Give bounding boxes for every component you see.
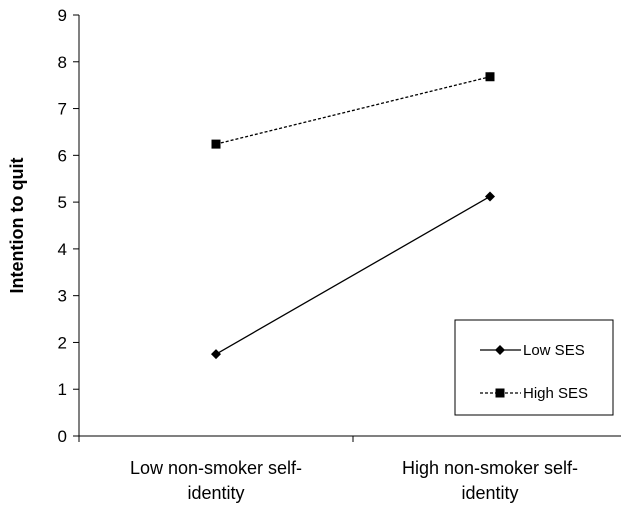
x-category-label: High non-smoker self-identity bbox=[402, 458, 578, 503]
data-point bbox=[211, 139, 221, 149]
y-tick-label: 8 bbox=[58, 53, 67, 72]
x-category-label: Low non-smoker self-identity bbox=[130, 458, 302, 503]
y-tick-label: 3 bbox=[58, 287, 67, 306]
legend-label: High SES bbox=[523, 385, 588, 402]
y-axis: 0 1 2 3 4 5 6 7 8 9 bbox=[58, 6, 80, 446]
series-line bbox=[215, 195, 491, 355]
series-layer bbox=[211, 72, 495, 360]
y-tick-label: 7 bbox=[58, 100, 67, 119]
series-line bbox=[215, 76, 491, 145]
legend-marker bbox=[495, 388, 505, 398]
y-axis-title: Intention to quit bbox=[7, 158, 27, 294]
legend: Low SES High SES bbox=[454, 319, 614, 416]
series-high-ses bbox=[211, 72, 495, 149]
data-point bbox=[211, 349, 221, 360]
y-tick-label: 4 bbox=[58, 240, 67, 259]
data-point bbox=[485, 72, 495, 82]
y-tick-label: 6 bbox=[58, 146, 67, 165]
x-axis: Low non-smoker self-identity High non-smo… bbox=[78, 435, 621, 503]
y-tick-label: 0 bbox=[58, 427, 67, 446]
legend-item: High SES bbox=[480, 385, 588, 402]
legend-box bbox=[454, 319, 614, 416]
series-low-ses bbox=[211, 191, 495, 360]
legend-marker bbox=[495, 345, 505, 355]
y-tick-label: 1 bbox=[58, 380, 67, 399]
y-tick-label: 9 bbox=[58, 6, 67, 25]
data-point bbox=[485, 191, 495, 202]
y-tick-label: 2 bbox=[58, 333, 67, 352]
legend-item: Low SES bbox=[480, 342, 585, 359]
legend-label: Low SES bbox=[523, 342, 585, 359]
y-tick-label: 5 bbox=[58, 193, 67, 212]
